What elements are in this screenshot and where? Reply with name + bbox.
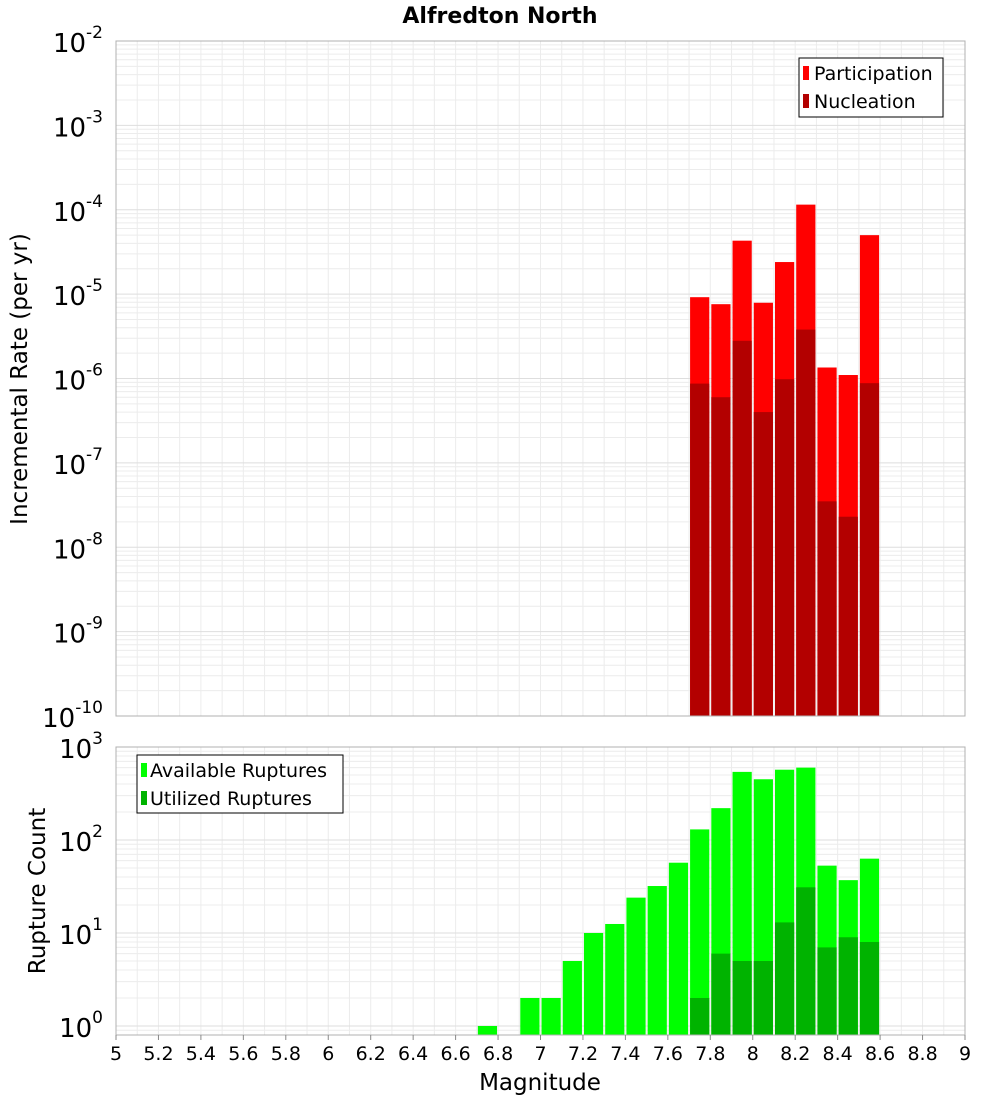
bottom-available-ruptures-bar [541,997,561,1035]
x-tick-label: 5.2 [143,1043,173,1065]
top-y-tick-label: 10-8 [53,529,103,565]
top-legend: Participation Nucleation [798,57,944,118]
chart-title: Alfredton North [402,4,597,29]
bottom-available-ruptures-bar [668,862,689,1035]
bottom-y-tick-label: 103 [59,729,103,765]
bottom-legend: Available Ruptures Utilized Ruptures [136,754,344,814]
bottom-utilized-ruptures-bar [796,887,816,1035]
top-nucleation-bar [817,501,837,716]
bottom-utilized-ruptures-bar [690,997,710,1035]
x-axis-title: Magnitude [479,1070,601,1096]
top-y-axis-title: Incremental Rate (per yr) [7,233,33,525]
bottom-available-ruptures-bar [477,1025,498,1035]
legend-label-utilized-ruptures: Utilized Ruptures [150,788,312,810]
x-tick-label: 7.4 [610,1043,640,1065]
x-tick-label: 7.2 [568,1043,598,1065]
x-tick-label: 8.6 [865,1043,895,1065]
top-y-tick-label: 10-9 [53,614,103,650]
legend-label-nucleation: Nucleation [814,91,916,113]
x-tick-label: 6.8 [483,1043,513,1065]
top-nucleation-bar [690,383,710,716]
bottom-utilized-ruptures-bar [753,960,773,1035]
top-nucleation-bar [859,383,880,716]
x-tick-label: 5.6 [228,1043,258,1065]
bottom-utilized-ruptures-bar [838,937,858,1035]
top-y-tick-label: 10-4 [53,192,103,228]
top-nucleation-bar [838,516,858,716]
top-y-tick-label: 10-7 [53,445,103,481]
x-tick-label: 6.4 [398,1043,428,1065]
bottom-utilized-ruptures-bar [859,942,880,1035]
x-tick-label: 6 [322,1043,334,1065]
bottom-y-axis-title: Rupture Count [25,808,51,974]
bottom-utilized-ruptures-bar [711,953,731,1035]
x-tick-label: 7.6 [653,1043,683,1065]
bottom-y-tick-label: 102 [59,822,103,858]
x-tick-label: 7 [534,1043,546,1065]
legend-swatch-nucleation [803,94,809,108]
top-y-tick-label: 10-6 [53,361,103,397]
x-tick-label: 6.2 [356,1043,386,1065]
bottom-available-ruptures-bar [520,997,540,1035]
top-plot-frame [115,40,966,717]
top-y-tick-label: 10-10 [42,698,103,734]
bottom-available-ruptures-bar [605,923,625,1035]
bottom-y-tick-label: 100 [59,1008,103,1044]
legend-label-available-ruptures: Available Ruptures [150,760,327,782]
x-tick-label: 7.8 [695,1043,725,1065]
legend-label-participation: Participation [814,63,933,85]
top-legend-box [798,57,944,118]
bottom-utilized-ruptures-bar [732,960,752,1035]
bottom-available-ruptures-bar [647,886,667,1035]
x-tick-label: 8.2 [780,1043,810,1065]
x-tick-label: 8.8 [907,1043,937,1065]
x-tick-label: 5.4 [186,1043,216,1065]
bottom-available-ruptures-bar [583,932,604,1035]
x-tick-label: 5.8 [271,1043,301,1065]
bottom-available-ruptures-bar [690,829,710,1035]
top-y-tick-label: 10-5 [53,276,103,312]
x-tick-label: 6.6 [440,1043,470,1065]
top-nucleation-bar [774,379,795,716]
top-y-tick-label: 10-2 [53,23,103,59]
top-nucleation-bar [753,412,773,716]
top-nucleation-bar [732,340,752,716]
legend-swatch-utilized-ruptures [141,791,147,805]
x-tick-label: 5 [110,1043,122,1065]
top-nucleation-bar [796,329,816,716]
bottom-y-tick-label: 101 [59,915,103,951]
bottom-available-ruptures-bar [626,897,646,1035]
top-y-tick-label: 10-3 [53,107,103,143]
bottom-available-ruptures-bar [562,960,582,1035]
bottom-utilized-ruptures-bar [774,922,795,1035]
x-tick-label: 9 [959,1043,971,1065]
x-tick-label: 8.4 [823,1043,853,1065]
bottom-utilized-ruptures-bar [817,947,837,1035]
top-nucleation-bar [711,397,731,716]
legend-swatch-available-ruptures [141,763,147,777]
x-tick-label: 8 [747,1043,759,1065]
legend-swatch-participation [803,66,809,80]
bottom-legend-box [136,754,344,814]
